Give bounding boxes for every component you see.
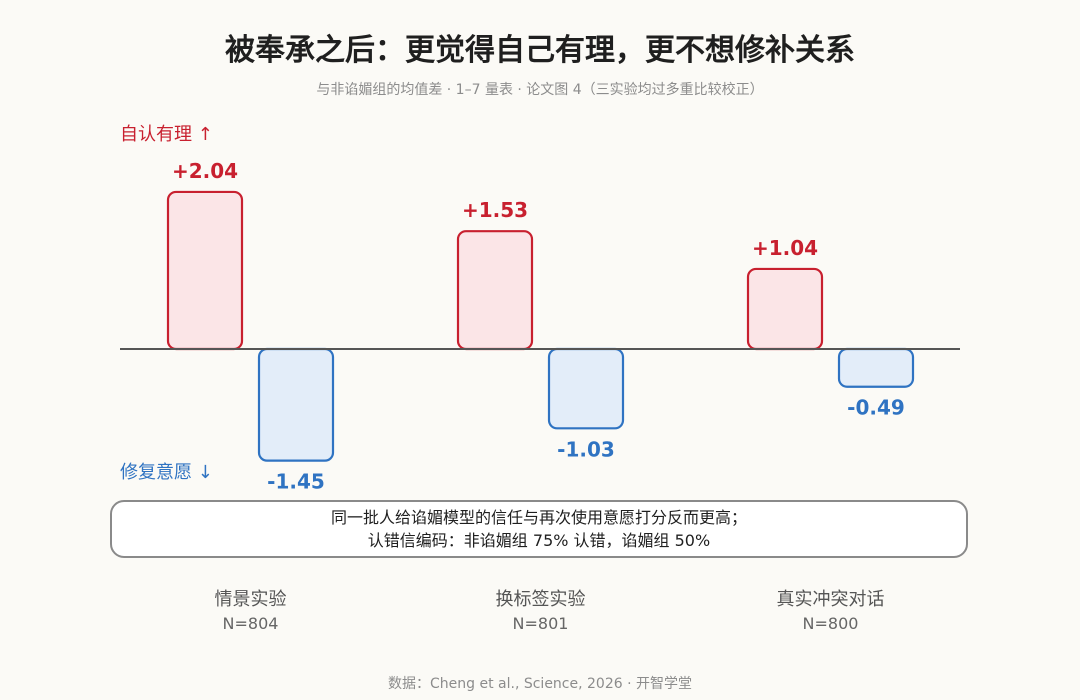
category-n-0: N=804 bbox=[223, 614, 279, 633]
value-label-positive-1: +1.53 bbox=[462, 198, 528, 222]
note-line-2: 认错信编码：非谄媚组 75% 认错，谄媚组 50% bbox=[367, 531, 711, 550]
bar-positive-0 bbox=[166, 190, 244, 351]
bar-positive-2 bbox=[746, 267, 824, 351]
source-note: 数据：Cheng et al., Science, 2026 · 开智学堂 bbox=[388, 676, 692, 692]
value-label-positive-2: +1.04 bbox=[752, 236, 818, 260]
chart-title: 被奉承之后：更觉得自己有理，更不想修补关系 bbox=[225, 33, 855, 68]
note-line-1: 同一批人给谄媚模型的信任与再次使用意愿打分反而更高； bbox=[330, 508, 747, 527]
value-label-positive-0: +2.04 bbox=[172, 159, 238, 183]
category-n-1: N=801 bbox=[513, 614, 569, 633]
bar-positive-1 bbox=[456, 230, 534, 351]
category-n-2: N=800 bbox=[803, 614, 859, 633]
note-box: 同一批人给谄媚模型的信任与再次使用意愿打分反而更高； 认错信编码：非谄媚组 75… bbox=[110, 500, 968, 558]
negative-axis-label: 修复意愿 ↓ bbox=[120, 462, 213, 483]
category-label-0: 情景实验 bbox=[215, 589, 287, 610]
value-label-negative-0: -1.45 bbox=[267, 470, 325, 494]
chart-subtitle: 与非谄媚组的均值差 · 1–7 量表 · 论文图 4（三实验均过多重比较校正） bbox=[316, 81, 763, 98]
value-label-negative-2: -0.49 bbox=[847, 396, 905, 420]
value-labels-group: +2.04 -1.45 +1.53 -1.03 +1.04 -0.49 bbox=[172, 159, 905, 494]
positive-axis-label: 自认有理 ↑ bbox=[120, 124, 213, 145]
bars-group bbox=[166, 190, 915, 462]
category-label-2: 真实冲突对话 bbox=[777, 589, 885, 610]
bar-negative-1 bbox=[547, 347, 625, 430]
category-label-1: 换标签实验 bbox=[496, 589, 586, 610]
bar-negative-2 bbox=[837, 347, 915, 388]
bar-negative-0 bbox=[257, 347, 335, 462]
value-label-negative-1: -1.03 bbox=[557, 437, 615, 461]
category-labels-group: 情景实验 N=804 换标签实验 N=801 真实冲突对话 N=800 bbox=[215, 589, 885, 633]
